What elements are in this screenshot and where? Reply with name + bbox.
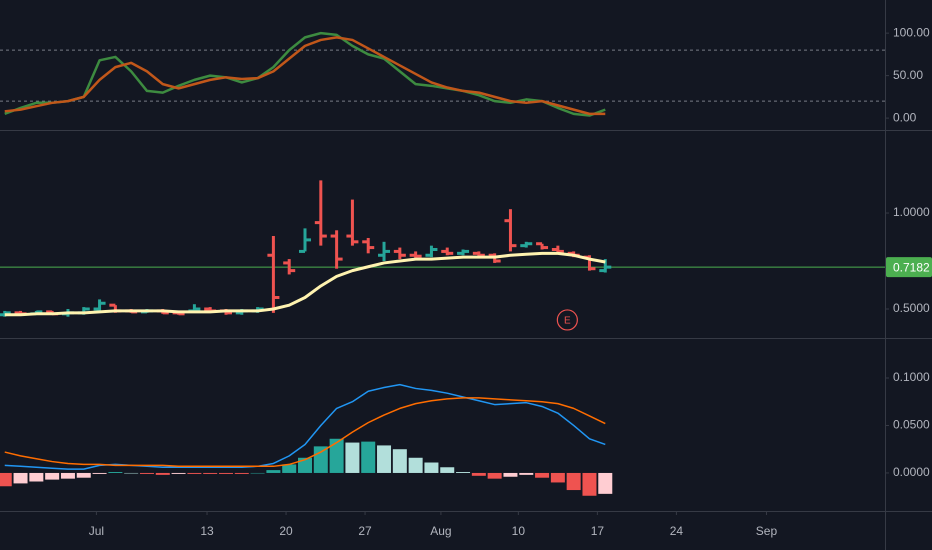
y-tick-label: 0.1000: [893, 370, 930, 384]
y-tick-label: 50.00: [893, 68, 923, 82]
histogram-bar: [298, 457, 313, 473]
last-price-label: 0.7182: [893, 260, 930, 274]
histogram-bar: [361, 441, 376, 473]
x-tick-label: 20: [279, 524, 293, 538]
event-marker: [556, 309, 578, 331]
histogram-bar: [45, 472, 60, 480]
histogram-bar: [503, 472, 518, 477]
histogram-bar: [0, 472, 12, 487]
last-price-box: [886, 257, 932, 278]
series-line: [4, 397, 606, 468]
x-tick-label: Jul: [89, 524, 104, 538]
histogram-bar: [440, 467, 455, 473]
histogram-bar: [456, 472, 471, 473]
histogram-bar: [187, 472, 202, 474]
y-tick-label: 100.00: [893, 25, 930, 39]
histogram-bar: [29, 472, 44, 482]
histogram-bar: [535, 472, 550, 478]
x-tick-label: 17: [591, 524, 605, 538]
histogram-bar: [13, 472, 28, 484]
histogram-bar: [60, 472, 75, 479]
histogram-bar: [313, 446, 328, 473]
series-line: [4, 31, 606, 117]
x-tick-label: 27: [358, 524, 372, 538]
x-tick-label: 13: [200, 524, 214, 538]
histogram-bar: [203, 472, 218, 474]
histogram-bar: [139, 472, 154, 474]
histogram-bar: [598, 472, 613, 494]
y-tick-label: 0.0500: [893, 418, 930, 432]
histogram-bar: [266, 470, 281, 473]
histogram-bar: [329, 438, 344, 473]
x-tick-label: Aug: [430, 524, 451, 538]
histogram-bar: [218, 472, 233, 474]
histogram-bar: [92, 472, 107, 474]
series-line: [4, 251, 606, 317]
x-tick-label: 24: [670, 524, 684, 538]
histogram-bar: [108, 472, 123, 473]
y-tick-label: 0.00: [893, 110, 917, 124]
histogram-bar: [392, 449, 407, 473]
histogram-bar: [487, 472, 502, 479]
event-marker-label: E: [564, 316, 571, 327]
histogram-bar: [282, 464, 297, 473]
histogram-bar: [377, 445, 392, 473]
histogram-bar: [234, 472, 249, 474]
histogram-bar: [550, 472, 565, 483]
histogram-bar: [345, 442, 360, 473]
x-tick-label: 10: [512, 524, 526, 538]
x-tick-label: Sep: [756, 524, 778, 538]
series-line: [4, 36, 606, 116]
histogram-bar: [76, 472, 91, 478]
histogram-bar: [582, 472, 597, 496]
y-tick-label: 0.5000: [893, 301, 930, 315]
y-tick-label: 1.0000: [893, 205, 930, 219]
histogram-bar: [471, 472, 486, 476]
histogram-bar: [424, 462, 439, 473]
histogram-bar: [519, 472, 534, 475]
histogram-bar: [171, 472, 186, 474]
histogram-bar: [124, 472, 139, 474]
histogram-bar: [408, 457, 423, 473]
y-tick-label: 0.0000: [893, 465, 930, 479]
histogram-bar: [155, 472, 170, 475]
histogram-bar: [250, 472, 265, 474]
histogram-bar: [566, 472, 581, 491]
